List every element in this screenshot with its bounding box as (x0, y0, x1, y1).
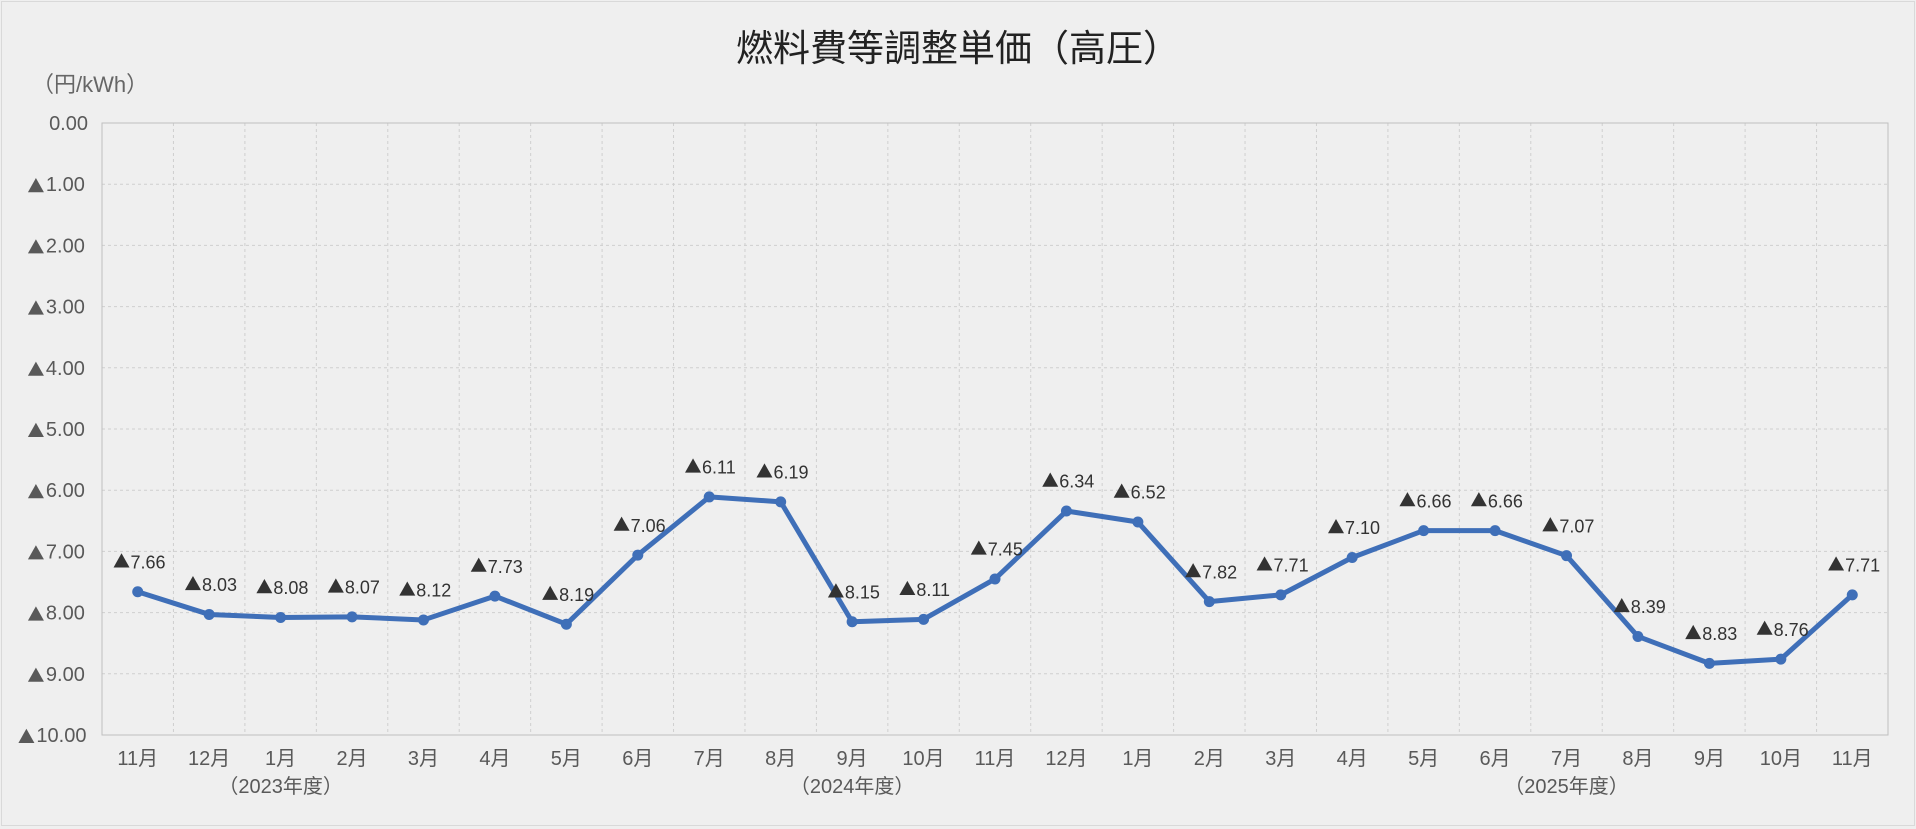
svg-text:7.71: 7.71 (1845, 556, 1880, 576)
svg-text:7.07: 7.07 (1559, 516, 1594, 536)
svg-text:8.00: 8.00 (46, 603, 85, 625)
svg-text:2月: 2月 (1194, 748, 1225, 770)
svg-text:8.15: 8.15 (845, 582, 880, 602)
svg-text:6.34: 6.34 (1059, 472, 1094, 492)
svg-text:9月: 9月 (837, 748, 868, 770)
svg-text:6月: 6月 (622, 748, 653, 770)
svg-text:10.00: 10.00 (36, 725, 86, 747)
svg-text:8月: 8月 (765, 748, 796, 770)
svg-text:5月: 5月 (551, 748, 582, 770)
svg-text:11月: 11月 (975, 748, 1016, 770)
svg-text:12月: 12月 (188, 748, 230, 770)
svg-text:7.45: 7.45 (988, 540, 1023, 560)
svg-text:（2024年度）: （2024年度） (790, 775, 915, 798)
svg-text:8.03: 8.03 (202, 575, 237, 595)
svg-text:12月: 12月 (1045, 748, 1087, 770)
svg-text:4.00: 4.00 (46, 358, 85, 380)
svg-text:6.52: 6.52 (1131, 483, 1166, 503)
svg-text:7.00: 7.00 (46, 541, 85, 563)
svg-text:5.00: 5.00 (46, 419, 85, 441)
svg-text:6.19: 6.19 (773, 463, 808, 483)
svg-text:1.00: 1.00 (46, 174, 85, 196)
svg-text:8.12: 8.12 (416, 581, 451, 601)
svg-text:3月: 3月 (1265, 748, 1296, 770)
svg-text:8.39: 8.39 (1631, 597, 1666, 617)
svg-text:8.07: 8.07 (345, 578, 380, 598)
svg-text:7.10: 7.10 (1345, 518, 1380, 538)
svg-text:11月: 11月 (117, 748, 158, 770)
svg-text:1月: 1月 (265, 748, 296, 770)
svg-text:7.66: 7.66 (131, 552, 166, 572)
svg-text:8月: 8月 (1622, 748, 1653, 770)
svg-text:7月: 7月 (1551, 748, 1582, 770)
svg-text:8.19: 8.19 (559, 585, 594, 605)
svg-text:9月: 9月 (1694, 748, 1725, 770)
svg-text:2月: 2月 (336, 748, 367, 770)
svg-text:6.66: 6.66 (1416, 491, 1451, 511)
svg-text:（2025年度）: （2025年度） (1504, 775, 1629, 798)
svg-text:7.73: 7.73 (488, 557, 523, 577)
svg-text:0.00: 0.00 (49, 113, 88, 135)
svg-text:7.71: 7.71 (1274, 556, 1309, 576)
svg-text:4月: 4月 (479, 748, 510, 770)
svg-text:11月: 11月 (1832, 748, 1873, 770)
svg-text:4月: 4月 (1337, 748, 1368, 770)
svg-text:3月: 3月 (408, 748, 439, 770)
svg-text:10月: 10月 (902, 748, 944, 770)
svg-text:8.83: 8.83 (1702, 624, 1737, 644)
svg-text:8.08: 8.08 (273, 578, 308, 598)
svg-text:6.00: 6.00 (46, 480, 85, 502)
svg-text:8.76: 8.76 (1774, 620, 1809, 640)
svg-text:（2023年度）: （2023年度） (218, 775, 343, 798)
svg-text:5月: 5月 (1408, 748, 1439, 770)
svg-text:1月: 1月 (1122, 748, 1153, 770)
svg-text:7月: 7月 (694, 748, 725, 770)
svg-text:6.11: 6.11 (702, 458, 736, 478)
svg-text:7.82: 7.82 (1202, 562, 1237, 582)
svg-text:9.00: 9.00 (46, 664, 85, 686)
svg-text:8.11: 8.11 (916, 580, 950, 600)
svg-text:10月: 10月 (1760, 748, 1802, 770)
svg-text:6月: 6月 (1480, 748, 1511, 770)
svg-text:2.00: 2.00 (46, 235, 85, 257)
svg-text:6.66: 6.66 (1488, 491, 1523, 511)
svg-text:3.00: 3.00 (46, 297, 85, 319)
svg-text:7.06: 7.06 (631, 516, 666, 536)
